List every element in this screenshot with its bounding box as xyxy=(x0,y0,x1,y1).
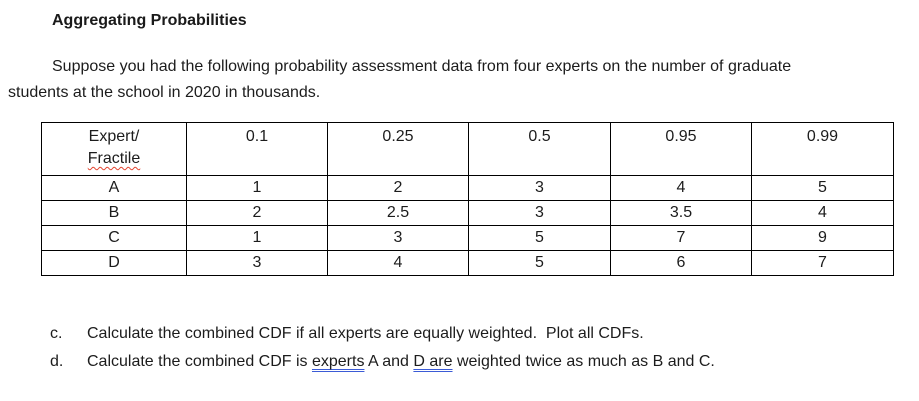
table-row: D 3 4 5 6 7 xyxy=(41,250,894,276)
task-item-c: c. Calculate the combined CDF if all exp… xyxy=(50,320,715,348)
corner-line-fractile: Fractile xyxy=(42,148,186,170)
expert-label: B xyxy=(41,200,187,226)
table-cell: 5 xyxy=(468,250,611,276)
table-cell: 2.5 xyxy=(327,200,469,226)
table-cell: 1 xyxy=(186,175,328,201)
table-cell: 3 xyxy=(468,200,611,226)
task-label-c: c. xyxy=(50,325,63,342)
task-text-segment: A and xyxy=(364,353,414,370)
grammar-flagged-phrase: experts xyxy=(311,353,365,370)
fractile-header: 0.95 xyxy=(610,122,752,176)
page-title: Aggregating Probabilities xyxy=(52,12,247,29)
table-cell: 4 xyxy=(751,200,894,226)
table-cell: 1 xyxy=(186,225,328,251)
fractile-header: 0.5 xyxy=(468,122,611,176)
expert-label: C xyxy=(41,225,187,251)
task-text-c: Calculate the combined CDF if all expert… xyxy=(87,325,644,342)
table-cell: 5 xyxy=(751,175,894,201)
table-row: B 2 2.5 3 3.5 4 xyxy=(41,200,894,226)
table-cell: 5 xyxy=(468,225,611,251)
expert-label: D xyxy=(41,250,187,276)
table-cell: 2 xyxy=(327,175,469,201)
table-cell: 4 xyxy=(327,250,469,276)
table-cell: 3 xyxy=(327,225,469,251)
table-cell: 6 xyxy=(610,250,752,276)
fractile-table: Expert/ Fractile 0.1 0.25 0.5 0.95 0.99 … xyxy=(41,122,894,276)
table-cell: 2 xyxy=(186,200,328,226)
table-cell: 3 xyxy=(468,175,611,201)
table-corner-header: Expert/ Fractile xyxy=(41,122,187,176)
grammar-flagged-phrase: D are xyxy=(413,353,453,370)
task-text-d: Calculate the combined CDF is experts A … xyxy=(87,348,715,376)
task-list: c. Calculate the combined CDF if all exp… xyxy=(50,320,715,376)
fractile-header: 0.1 xyxy=(186,122,328,176)
table-cell: 7 xyxy=(610,225,752,251)
intro-paragraph: Suppose you had the following probabilit… xyxy=(8,58,792,101)
fractile-header: 0.25 xyxy=(327,122,469,176)
corner-line-expert: Expert/ xyxy=(88,128,140,145)
table-cell: 7 xyxy=(751,250,894,276)
task-text-segment: Calculate the combined CDF is xyxy=(87,353,312,370)
table-cell: 3 xyxy=(186,250,328,276)
expert-label: A xyxy=(41,175,187,201)
task-text-segment: weighted twice as much as B and C. xyxy=(452,353,715,370)
table-cell: 4 xyxy=(610,175,752,201)
fractile-header: 0.99 xyxy=(751,122,894,176)
spellcheck-flagged-word: Fractile xyxy=(87,150,141,167)
table-cell: 9 xyxy=(751,225,894,251)
task-label-d: d. xyxy=(50,353,64,370)
table-row: C 1 3 5 7 9 xyxy=(41,225,894,251)
task-item-d: d. Calculate the combined CDF is experts… xyxy=(50,348,715,376)
table-row: A 1 2 3 4 5 xyxy=(41,175,894,201)
table-cell: 3.5 xyxy=(610,200,752,226)
table-header-row: Expert/ Fractile 0.1 0.25 0.5 0.95 0.99 xyxy=(41,122,894,176)
